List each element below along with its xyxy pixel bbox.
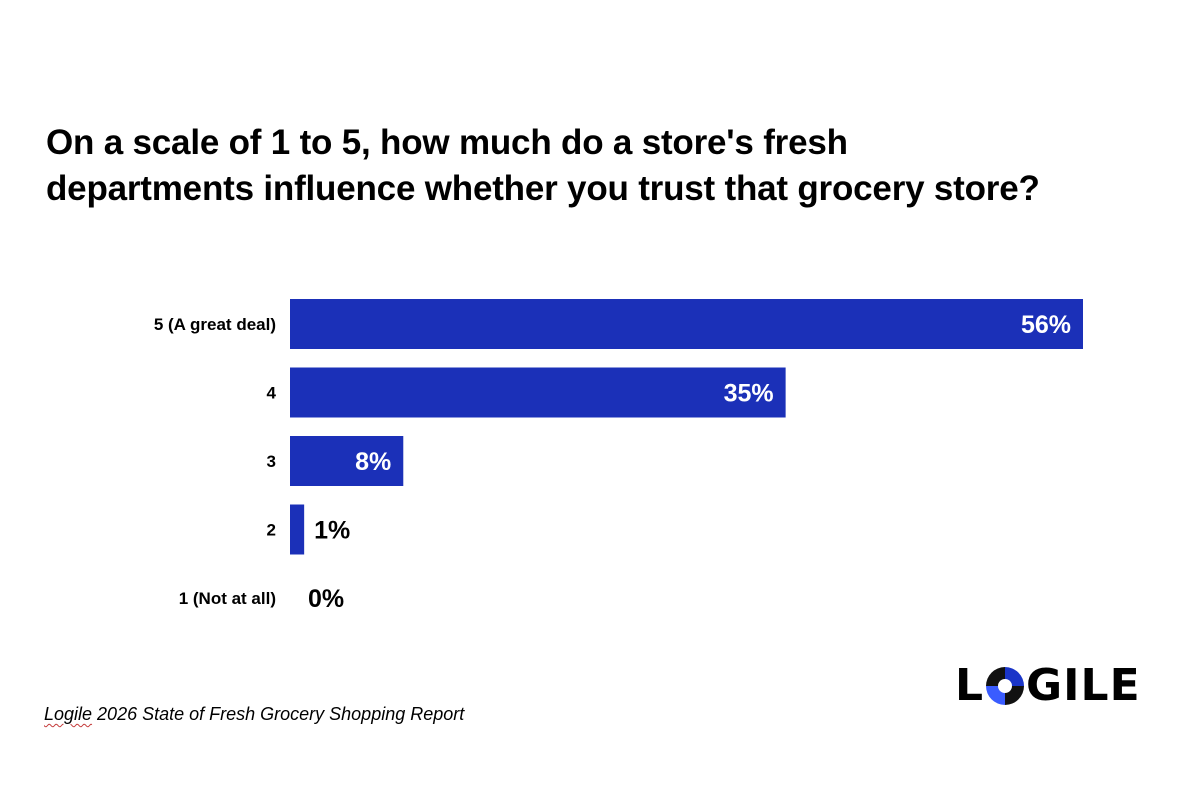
bar-2 (290, 504, 305, 555)
category-label-5: 5 (A great deal) (154, 315, 276, 334)
category-label-3: 3 (267, 452, 276, 471)
bar-5 (290, 299, 1083, 349)
chart-title-line-2: departments influence whether you trust … (46, 169, 1040, 208)
category-label-4: 4 (267, 384, 277, 403)
bar-4 (290, 367, 786, 418)
source-citation: Logile 2026 State of Fresh Grocery Shopp… (44, 704, 464, 725)
category-label-2: 2 (267, 521, 276, 540)
logo-o-icon (986, 667, 1025, 705)
chart-title-line-1: On a scale of 1 to 5, how much do a stor… (46, 123, 848, 162)
bar-3 (290, 436, 404, 486)
value-label-3: 8% (355, 448, 391, 476)
source-brand-word: Logile (44, 704, 93, 724)
value-label-2: 1% (314, 517, 350, 545)
source-report-name: 2026 State of Fresh Grocery Shopping Rep… (92, 704, 465, 724)
category-label-1: 1 (Not at all) (179, 589, 276, 608)
value-label-4: 35% (724, 380, 774, 408)
value-label-1: 0% (308, 585, 344, 613)
logile-logo: L GILE (955, 660, 1141, 711)
logo-letter-l: L (955, 659, 985, 711)
chart-title: On a scale of 1 to 5, how much do a stor… (46, 120, 1166, 212)
logo-letters-gile: GILE (1026, 659, 1141, 711)
value-label-5: 56% (1021, 311, 1071, 339)
